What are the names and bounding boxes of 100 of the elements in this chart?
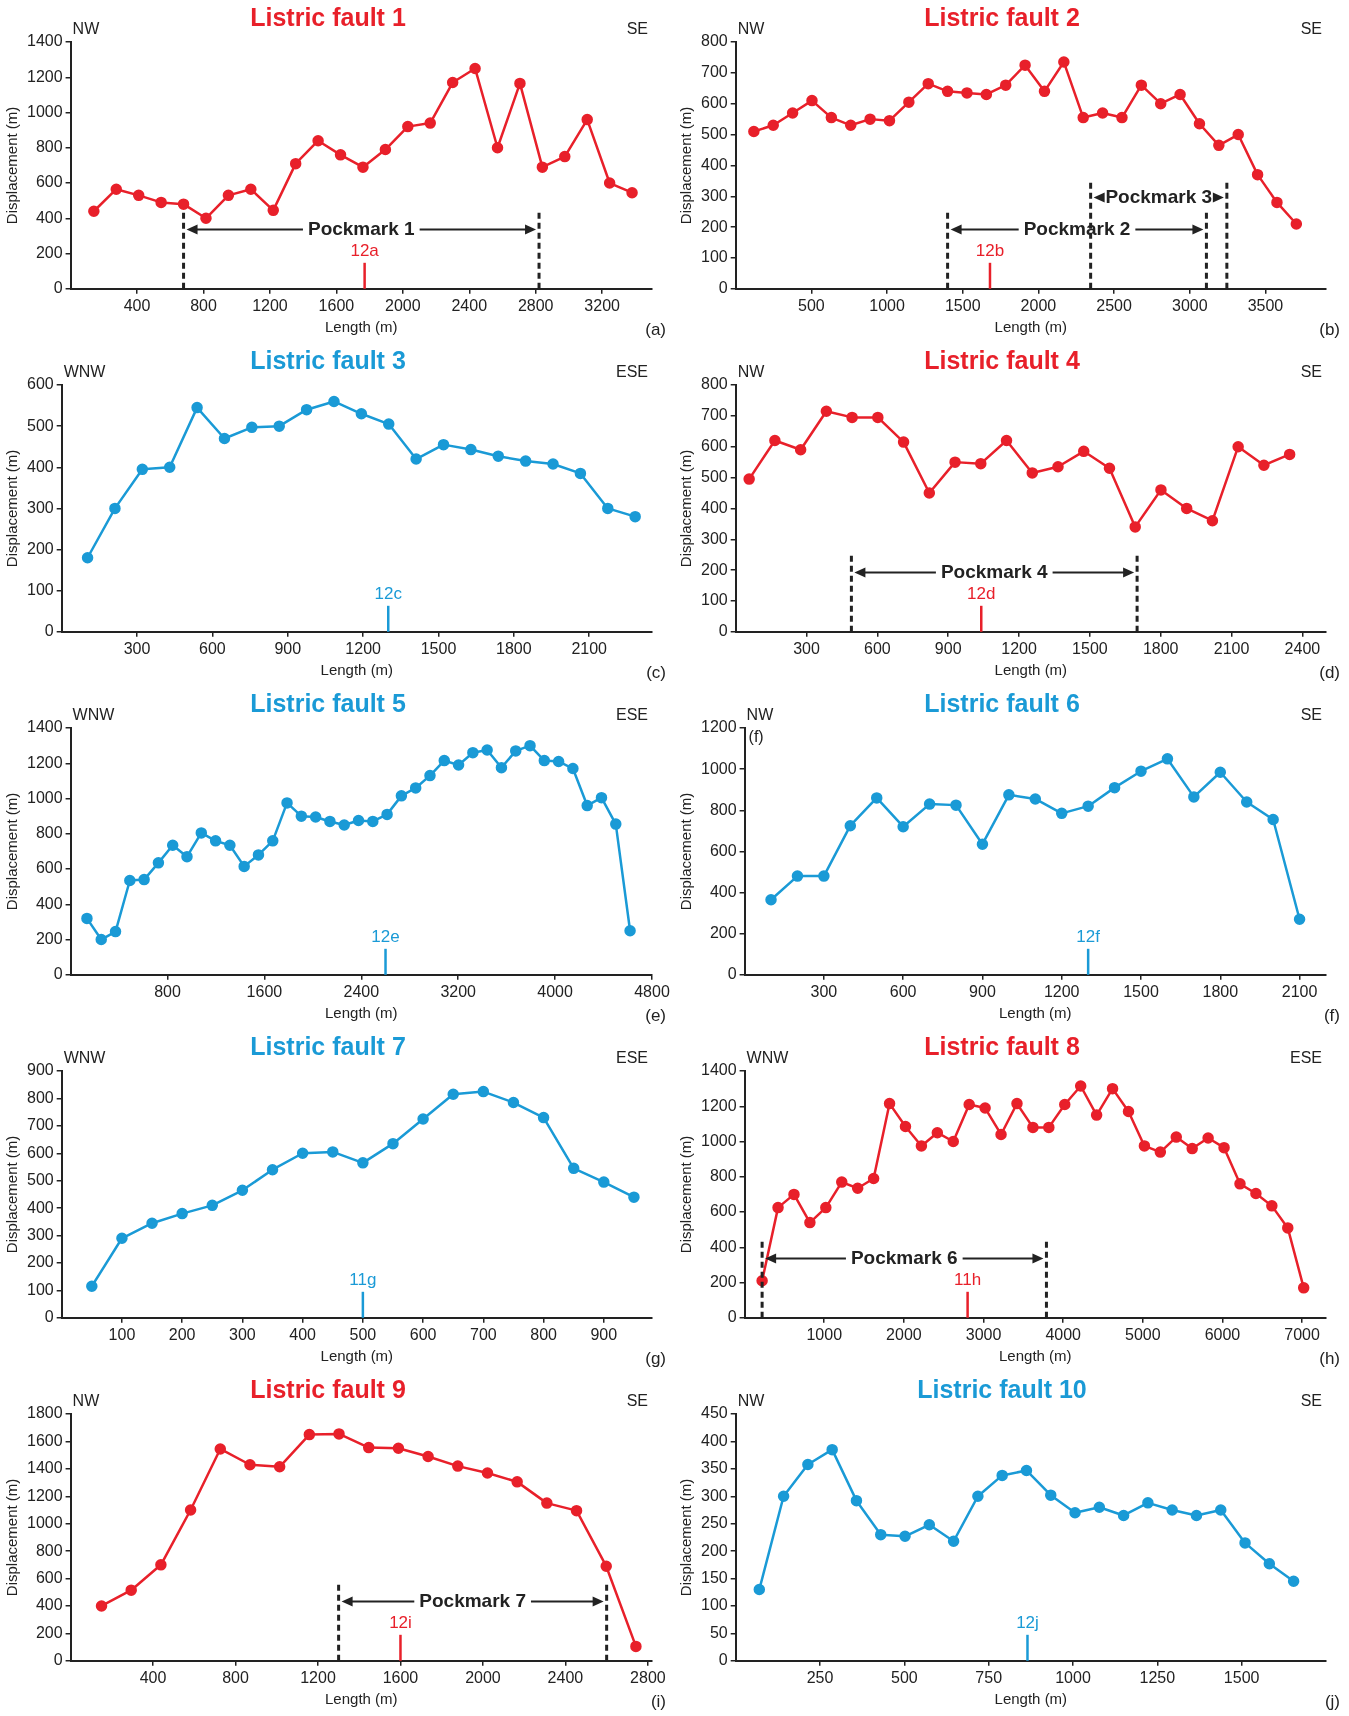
x-axis-title: Length (m) [325,1690,398,1708]
point [1186,1142,1198,1155]
point [1138,1140,1151,1152]
ref-line-label: 11g [349,1269,377,1289]
x-tick-label: 2400 [547,1668,584,1686]
text: WNW [63,363,107,380]
point [273,1461,286,1473]
text: (g) [645,1349,666,1368]
point [519,455,532,467]
y-tick-label: 200 [709,1272,737,1290]
point [467,746,479,759]
x-tick-label: 300 [123,639,151,657]
y-tick-label: 150 [700,1568,728,1586]
y-tick-label: 800 [700,32,728,50]
point [267,835,279,847]
point [245,183,257,195]
y-tick-label: 1400 [27,32,63,50]
point [1258,459,1270,471]
y-tick-label: 500 [700,124,728,142]
x-axis-title: Length (m) [994,1690,1068,1708]
x-tick-label: 3500 [1247,296,1284,314]
text: ESE [615,363,648,380]
point [1142,1497,1154,1509]
x-tick-label: 6000 [1204,1325,1241,1343]
y-tick-label: 600 [35,1568,63,1586]
point [86,1280,98,1293]
y-tick-label: 1000 [27,102,63,120]
point [804,1216,816,1229]
ref-line-label: 11h [954,1269,982,1289]
point [424,117,436,129]
x-tick-label: 500 [891,1668,918,1686]
point [1193,118,1206,130]
point [206,1199,219,1212]
text: NW [737,20,766,37]
ref-line-label: 12f [1076,926,1101,946]
text: WNW [746,1049,790,1066]
point [244,1458,256,1471]
point [1058,56,1070,68]
x-tick-label: 900 [590,1325,618,1343]
y-tick-label: 600 [709,1202,737,1220]
y-tick-label: 0 [727,965,737,983]
y-axis-title: Displacement (m) [677,106,695,225]
point [352,814,365,827]
x-tick-label: 500 [349,1325,377,1343]
annotation: Pockmark 6 [850,1246,958,1268]
x-tick-label: 400 [289,1325,317,1343]
point [1263,1557,1276,1570]
point [950,799,962,811]
x-tick-label: 1000 [1055,1668,1091,1686]
y-tick-label: 1000 [701,1131,737,1149]
point [846,411,858,424]
point [1106,1082,1119,1095]
point [163,461,176,474]
point [818,870,830,882]
y-tick-label: 1000 [27,1514,63,1532]
point [273,420,285,432]
text: SE [626,1392,648,1409]
x-tick-label: 3000 [965,1325,1002,1343]
point [395,790,408,802]
point [1090,1109,1103,1121]
y-tick-label: 700 [26,1116,54,1134]
chart-title: Listric fault 2 [924,2,1080,31]
point [303,1428,316,1441]
x-tick-label: 400 [139,1668,167,1686]
text: (d) [1319,663,1340,682]
point [883,1097,896,1110]
ref-line-label: 12e [371,926,400,946]
point [980,88,993,101]
ref-line-label: 12j [1016,1612,1039,1632]
y-tick-label: 1400 [701,1061,737,1079]
y-axis-title: Displacement (m) [677,1478,695,1597]
y-tick-label: 0 [53,279,63,297]
x-tick-label: 1250 [1139,1668,1176,1686]
point [110,183,123,195]
point [1045,1489,1057,1501]
point [155,1559,167,1571]
point [155,196,167,209]
x-tick-label: 1500 [1072,639,1108,657]
point [437,438,450,451]
point [379,143,392,156]
x-tick-label: 1200 [300,1668,336,1686]
y-axis-title: Displacement (m) [3,792,21,911]
point [1240,796,1253,808]
y-tick-label: 200 [700,1541,728,1559]
y-tick-label: 1200 [27,753,63,771]
point [481,1467,494,1479]
x-tick-label: 300 [229,1325,256,1343]
point [218,432,231,445]
x-tick-label: 700 [469,1325,497,1343]
y-tick-label: 800 [700,375,728,393]
x-tick-label: 1200 [1043,982,1080,1000]
point [567,762,579,775]
point [236,1184,249,1197]
point [874,1528,887,1541]
y-tick-label: 600 [26,1143,54,1161]
point [224,839,236,851]
chart-title: Listric fault 4 [924,345,1080,374]
chart-title: Listric fault 3 [250,345,406,374]
point [209,835,222,847]
point [867,1172,880,1185]
